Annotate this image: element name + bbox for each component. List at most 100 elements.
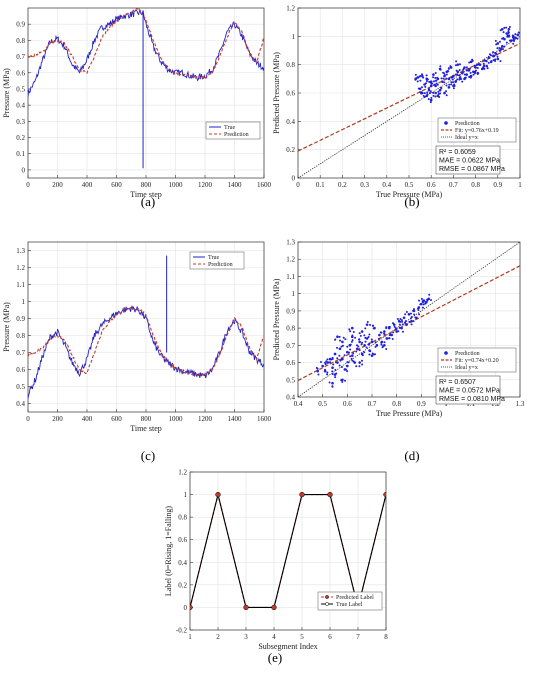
x-tick-label: 0.7 (368, 400, 377, 408)
data-point (365, 323, 369, 326)
data-point (343, 354, 346, 357)
data-point (338, 347, 342, 351)
data-point (508, 39, 511, 42)
data-point (348, 328, 351, 331)
y-tick-label: 0.9 (16, 21, 25, 29)
plot-area (28, 8, 264, 169)
data-point (402, 316, 406, 320)
data-point (455, 60, 458, 63)
y-tick-label: 0.7 (16, 53, 25, 61)
data-point (505, 32, 508, 35)
data-point (434, 72, 437, 75)
data-point (327, 361, 330, 364)
data-point (332, 363, 335, 366)
y-tick-label: 0.4 (16, 102, 25, 110)
legend-label: Predicted Label (336, 595, 374, 601)
data-point (399, 320, 402, 323)
legend-label: True (224, 125, 235, 131)
data-point (404, 313, 407, 316)
data-point (432, 91, 435, 94)
data-point (392, 323, 396, 326)
data-point (442, 77, 445, 80)
data-point (399, 317, 402, 320)
data-point (341, 380, 344, 383)
label-marker (383, 491, 386, 498)
x-tick-label: 200 (52, 181, 63, 189)
data-point (507, 27, 511, 31)
panel-caption: (a) (141, 194, 155, 209)
data-point (358, 340, 361, 344)
legend-marker (325, 602, 329, 606)
data-point (340, 345, 343, 348)
y-tick-label: 0.5 (16, 85, 25, 93)
legend-box (189, 251, 245, 270)
data-point (366, 321, 369, 324)
data-point (419, 79, 422, 82)
x-tick-label: 1600 (257, 181, 272, 189)
data-point (331, 385, 334, 388)
data-point (380, 331, 383, 334)
data-point (455, 69, 458, 72)
data-point (319, 361, 322, 364)
y-axis-label: Predicted Pressure (MPa) (272, 278, 281, 360)
x-tick-label: 400 (82, 415, 93, 423)
y-tick-label: 0.8 (286, 61, 295, 69)
x-tick-label: 8 (384, 633, 388, 641)
y-tick-label: 0.6 (16, 69, 25, 77)
y-tick-label: 0.2 (16, 134, 25, 142)
y-tick-label: 1.2 (16, 264, 25, 272)
data-point (391, 338, 394, 341)
data-point (474, 69, 477, 72)
data-point (364, 336, 367, 339)
y-tick-label: 0.6 (286, 359, 295, 367)
data-point (514, 36, 517, 40)
data-point (478, 63, 482, 66)
data-point (336, 346, 339, 349)
data-point (429, 90, 432, 93)
data-point (315, 366, 318, 369)
data-point (363, 351, 366, 354)
data-point (360, 330, 364, 333)
x-tick-label: 0.9 (493, 181, 502, 189)
data-point (338, 364, 341, 367)
data-point (425, 74, 428, 77)
data-point (400, 326, 403, 330)
x-tick-label: 0 (26, 181, 30, 189)
x-tick-label: 0 (296, 181, 300, 189)
y-tick-label: 0.6 (16, 366, 25, 374)
data-point (430, 298, 433, 301)
data-point (426, 91, 429, 94)
data-point (421, 74, 424, 78)
legend-swatch (444, 351, 448, 355)
data-point (324, 361, 327, 364)
data-point (410, 319, 413, 323)
x-tick-label: 400 (82, 181, 93, 189)
x-tick-label: 0 (26, 415, 30, 423)
data-point (443, 81, 446, 84)
data-point (439, 65, 442, 68)
x-tick-label: 3 (244, 633, 248, 641)
x-tick-label: 1400 (228, 181, 243, 189)
x-tick-label: 600 (111, 415, 122, 423)
data-point (417, 308, 420, 311)
data-point (483, 67, 486, 70)
data-point (468, 61, 471, 64)
stats-text: R² = 0.6507 (439, 379, 476, 386)
data-point (450, 81, 453, 84)
data-point (408, 320, 411, 323)
data-point (438, 96, 441, 99)
data-point (410, 323, 413, 326)
x-tick-label: 0.8 (471, 181, 480, 189)
y-tick-label: 1.1 (286, 273, 295, 281)
data-point (496, 55, 499, 58)
data-point (426, 93, 429, 96)
data-point (383, 341, 386, 344)
fit-line (298, 42, 520, 152)
data-point (383, 330, 386, 333)
legend-label: Prediction (224, 132, 249, 138)
data-point (331, 370, 334, 373)
y-tick-label: 1.2 (286, 5, 295, 13)
stats-text: MAE = 0.0622 MPa (439, 158, 500, 165)
data-point (508, 26, 511, 29)
data-point (454, 64, 457, 67)
